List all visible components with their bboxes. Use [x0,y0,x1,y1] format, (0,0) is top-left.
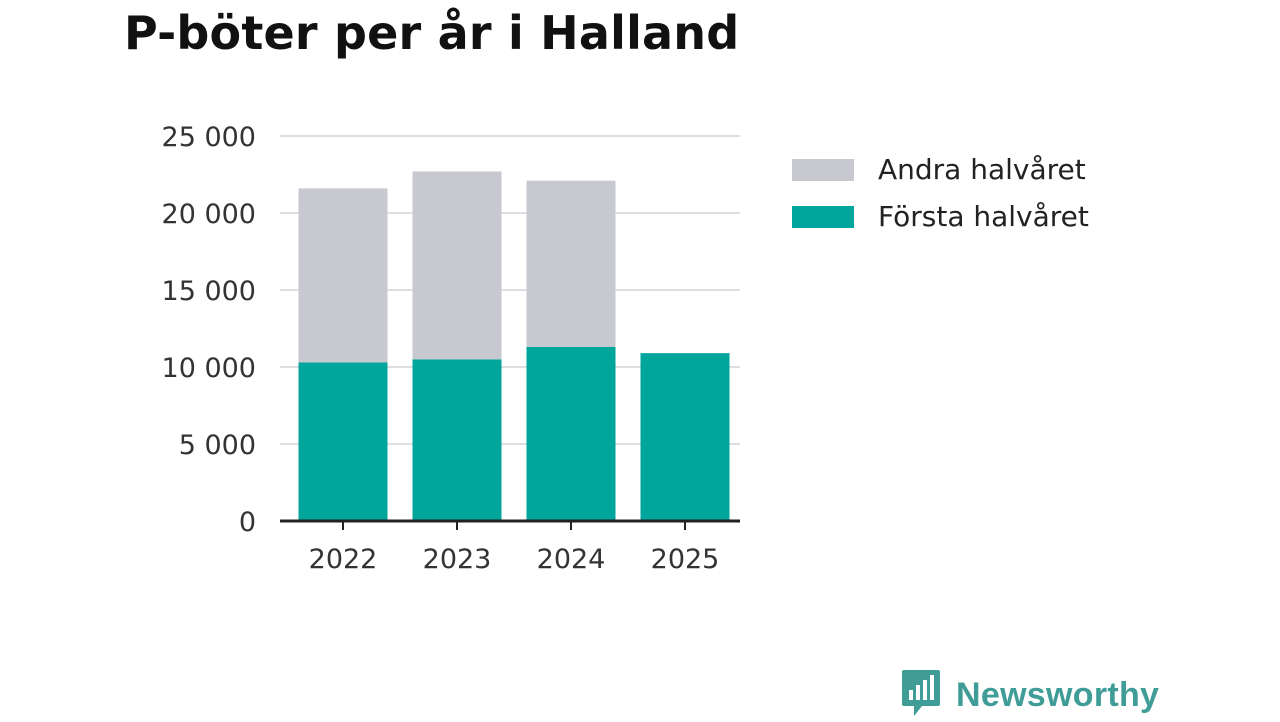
y-tick-label-5000: 5 000 [179,430,256,461]
x-axis [280,519,740,530]
bar-2022-andra [298,188,388,363]
bar-2024-forsta [526,346,616,521]
legend-swatch-andra [792,158,854,181]
brand: Newsworthy [900,668,1159,722]
bar-2023-andra [412,171,502,360]
bar-2025-forsta [640,353,730,521]
x-axis-labels: 2022 2023 2024 2025 [309,544,720,575]
brand-name: Newsworthy [956,675,1160,714]
x-tick-label-2022: 2022 [309,544,378,575]
x-tick-label-2023: 2023 [423,544,492,575]
y-axis-labels: 0 5 000 10 000 15 000 20 000 25 000 [162,122,256,538]
legend-item-andra: Andra halvåret [792,146,1089,193]
bar-2024-andra [526,180,616,347]
y-tick-label-10000: 10 000 [162,353,256,384]
x-tick-label-2025: 2025 [651,544,720,575]
legend-item-forsta: Första halvåret [792,193,1089,240]
y-tick-label-15000: 15 000 [162,276,256,307]
legend-swatch-forsta [792,205,854,228]
chart-title: P-böter per år i Halland [124,6,740,60]
bar-2022-forsta [298,362,388,521]
legend-label-forsta: Första halvåret [878,200,1089,233]
bar-2023-forsta [412,359,502,521]
legend-label-andra: Andra halvåret [878,153,1086,186]
y-tick-label-25000: 25 000 [162,122,256,153]
y-tick-label-20000: 20 000 [162,199,256,230]
legend: Andra halvåret Första halvåret [792,146,1089,240]
y-tick-label-0: 0 [239,507,256,538]
bars [298,171,730,521]
newsworthy-logo-icon [900,668,942,722]
x-tick-label-2024: 2024 [537,544,606,575]
